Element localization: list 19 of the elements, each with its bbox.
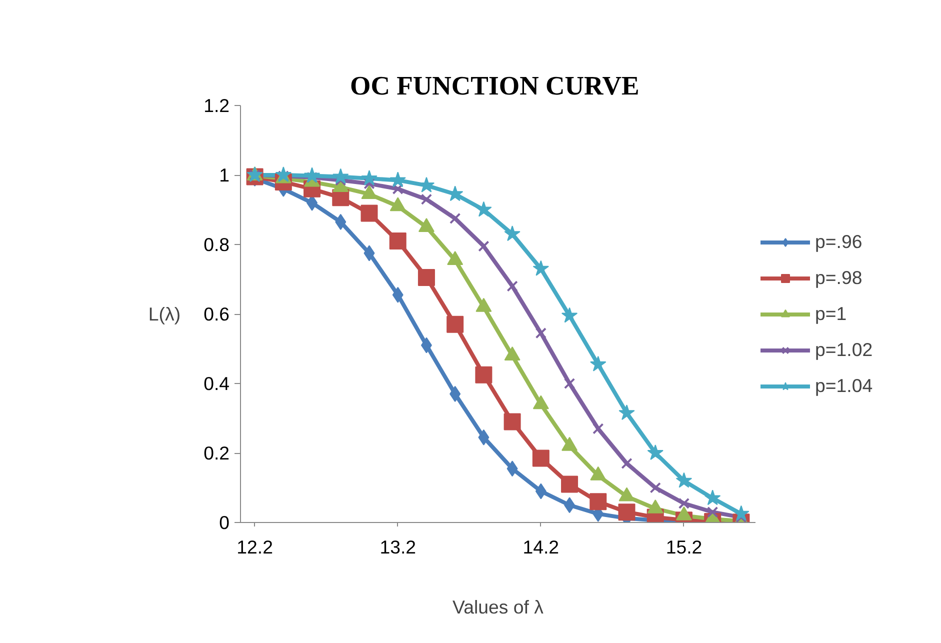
y-tick-label: 0	[219, 512, 230, 533]
x-tick-label: 14.2	[522, 536, 560, 558]
x-tick-label: 12.2	[236, 536, 273, 558]
legend-label: p=1.02	[815, 338, 873, 360]
legend-label: p=.98	[815, 266, 862, 288]
x-axis-title: Values of λ	[452, 596, 544, 618]
legend-label: p=.96	[815, 230, 862, 252]
chart-title: OC FUNCTION CURVE	[350, 70, 640, 100]
x-tick-label: 15.2	[666, 536, 702, 558]
x-tick-label: 13.2	[380, 536, 416, 558]
y-axis-title: L(λ)	[148, 304, 181, 324]
y-tick-label: 0.6	[204, 304, 230, 324]
legend-label: p=1.04	[815, 374, 873, 396]
y-tick-label: 0.8	[204, 234, 230, 255]
y-tick-label: 0.2	[204, 442, 230, 464]
legend-label: p=1	[815, 302, 847, 324]
y-tick-label: 1.2	[204, 95, 230, 116]
y-tick-label: 1	[219, 164, 230, 186]
y-tick-label: 0.4	[204, 373, 230, 394]
